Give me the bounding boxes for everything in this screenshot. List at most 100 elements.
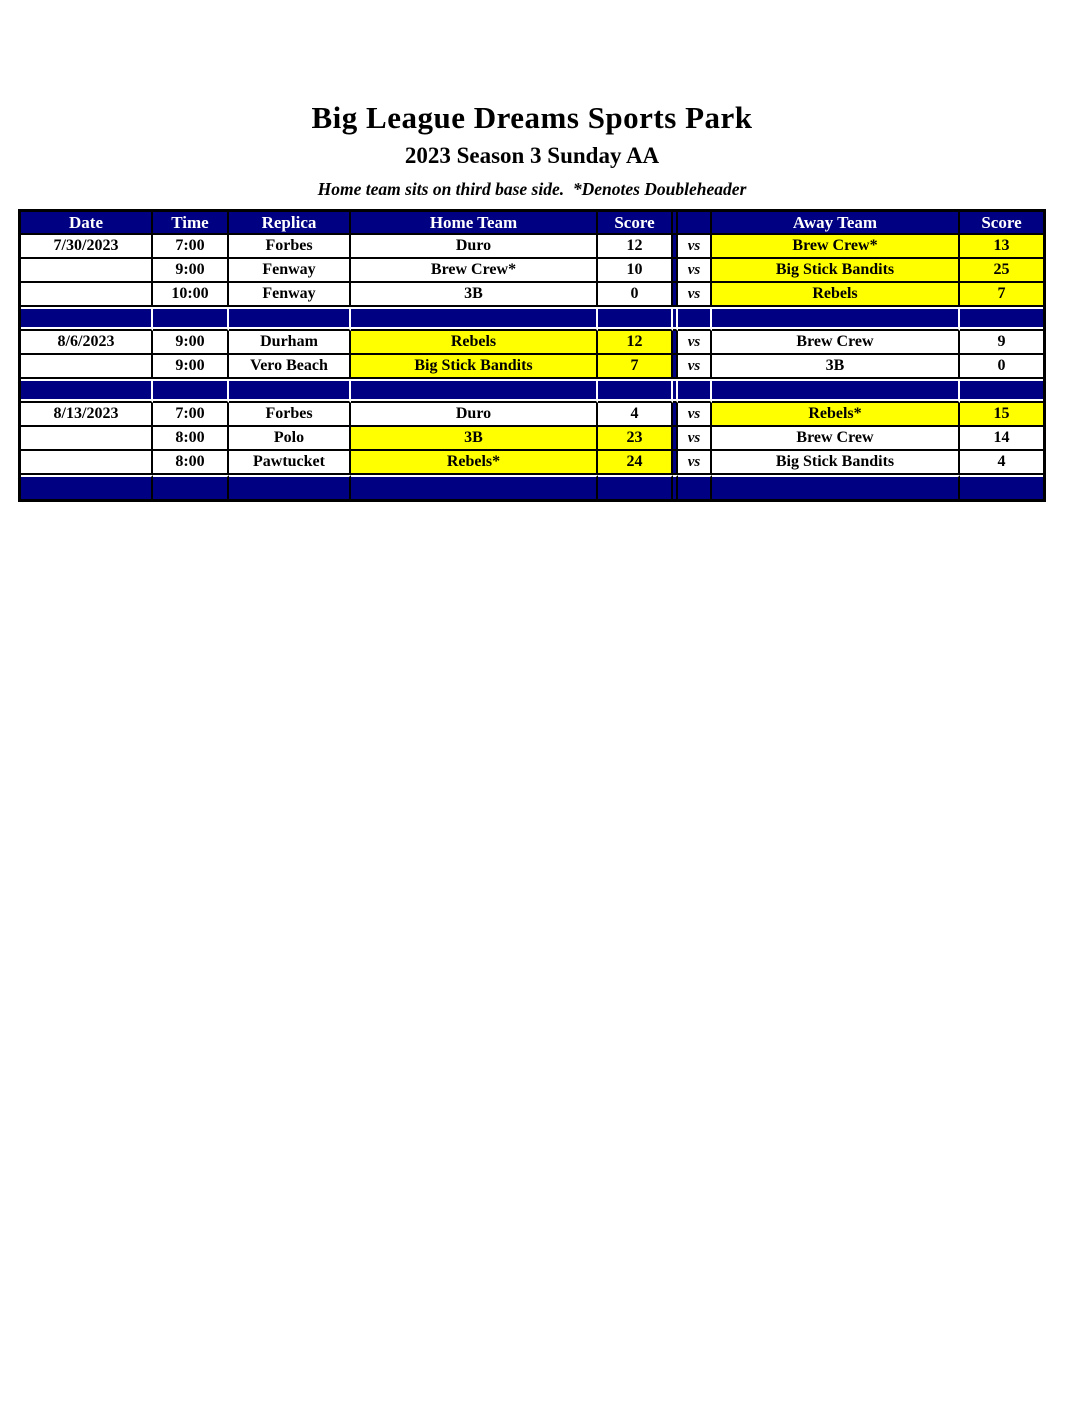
schedule-body: 7/30/2023 7:00 Forbes Duro 12 vs Brew Crew* 13 9…: [21, 235, 1043, 499]
home-team-cell: 3B: [351, 283, 598, 307]
separator-cell: [153, 475, 229, 499]
separator-row: [21, 307, 1043, 331]
replica-cell: Fenway: [229, 259, 351, 283]
time-cell: 7:00: [153, 403, 229, 427]
schedule-table: Date Time Replica Home Team Score Away T…: [18, 209, 1046, 502]
vs-cell: vs: [678, 427, 712, 451]
separator-cell: [21, 307, 153, 331]
separator-cell: [229, 307, 351, 331]
home-score-cell: 12: [598, 235, 673, 259]
separator-cell: [229, 475, 351, 499]
separator-cell: [351, 307, 598, 331]
spacer-cell: [673, 235, 678, 259]
schedule-note: Home team sits on third base side. *Deno…: [317, 179, 747, 199]
vs-cell: vs: [678, 235, 712, 259]
spacer-cell: [673, 403, 678, 427]
home-score-cell: 7: [598, 355, 673, 379]
replica-cell: Polo: [229, 427, 351, 451]
vs-cell: vs: [678, 403, 712, 427]
away-team-cell: Rebels*: [712, 403, 960, 427]
game-row: 8:00 Pawtucket Rebels* 24 vs Big Stick Bandit…: [21, 451, 1043, 475]
page-subtitle: 2023 Season 3 Sunday AA: [404, 143, 660, 168]
game-row: 7/30/2023 7:00 Forbes Duro 12 vs Brew Crew* 13: [21, 235, 1043, 259]
col-header-home-score: Score: [598, 212, 673, 235]
date-cell: [21, 427, 153, 451]
page-title: Big League Dreams Sports Park: [311, 100, 753, 135]
date-cell: [21, 355, 153, 379]
date-cell: 8/13/2023: [21, 403, 153, 427]
away-team-cell: Rebels: [712, 283, 960, 307]
home-score-cell: 24: [598, 451, 673, 475]
home-score-cell: 23: [598, 427, 673, 451]
home-score-cell: 4: [598, 403, 673, 427]
game-row: 9:00 Fenway Brew Crew* 10 vs Big Stick Bandit…: [21, 259, 1043, 283]
home-score-cell: 0: [598, 283, 673, 307]
separator-cell: [960, 379, 1043, 403]
separator-cell: [960, 307, 1043, 331]
separator-cell: [153, 307, 229, 331]
separator-cell: [351, 379, 598, 403]
home-team-cell: 3B: [351, 427, 598, 451]
game-row: 8/13/2023 7:00 Forbes Duro 4 vs Rebels* 15: [21, 403, 1043, 427]
spacer-cell: [673, 355, 678, 379]
home-team-cell: Brew Crew*: [351, 259, 598, 283]
col-header-vs: [678, 212, 712, 235]
col-header-away-team: Away Team: [712, 212, 960, 235]
separator-cell: [678, 307, 712, 331]
col-header-away-score: Score: [960, 212, 1043, 235]
time-cell: 8:00: [153, 451, 229, 475]
game-row: 10:00 Fenway 3B 0 vs Rebels 7: [21, 283, 1043, 307]
away-score-cell: 7: [960, 283, 1043, 307]
home-score-cell: 12: [598, 331, 673, 355]
away-score-cell: 14: [960, 427, 1043, 451]
separator-cell: [712, 379, 960, 403]
separator-cell: [960, 475, 1043, 499]
col-header-date: Date: [21, 212, 153, 235]
time-cell: 9:00: [153, 331, 229, 355]
away-team-cell: Brew Crew*: [712, 235, 960, 259]
separator-cell: [598, 475, 673, 499]
separator-row: [21, 379, 1043, 403]
spacer-cell: [673, 451, 678, 475]
separator-cell: [678, 475, 712, 499]
separator-cell: [673, 379, 678, 403]
away-score-cell: 25: [960, 259, 1043, 283]
away-team-cell: 3B: [712, 355, 960, 379]
replica-cell: Durham: [229, 331, 351, 355]
away-score-cell: 4: [960, 451, 1043, 475]
replica-cell: Fenway: [229, 283, 351, 307]
separator-cell: [598, 307, 673, 331]
separator-cell: [153, 379, 229, 403]
time-cell: 9:00: [153, 355, 229, 379]
separator-cell: [351, 475, 598, 499]
replica-cell: Forbes: [229, 403, 351, 427]
away-score-cell: 0: [960, 355, 1043, 379]
home-score-cell: 10: [598, 259, 673, 283]
date-cell: 8/6/2023: [21, 331, 153, 355]
away-score-cell: 15: [960, 403, 1043, 427]
separator-cell: [712, 475, 960, 499]
separator-cell: [21, 475, 153, 499]
separator-cell: [673, 475, 678, 499]
time-cell: 9:00: [153, 259, 229, 283]
replica-cell: Pawtucket: [229, 451, 351, 475]
game-row: 8:00 Polo 3B 23 vs Brew Crew 14: [21, 427, 1043, 451]
separator-row: [21, 475, 1043, 499]
home-team-cell: Rebels*: [351, 451, 598, 475]
spacer-cell: [673, 259, 678, 283]
away-team-cell: Brew Crew: [712, 331, 960, 355]
date-cell: [21, 283, 153, 307]
vs-cell: vs: [678, 451, 712, 475]
vs-cell: vs: [678, 283, 712, 307]
time-cell: 10:00: [153, 283, 229, 307]
separator-cell: [21, 379, 153, 403]
vs-cell: vs: [678, 355, 712, 379]
home-team-cell: Duro: [351, 235, 598, 259]
date-cell: [21, 451, 153, 475]
time-cell: 7:00: [153, 235, 229, 259]
away-team-cell: Big Stick Bandits: [712, 451, 960, 475]
col-header-spacer: [673, 212, 678, 235]
game-row: 8/6/2023 9:00 Durham Rebels 12 vs Brew Crew 9: [21, 331, 1043, 355]
separator-cell: [673, 307, 678, 331]
